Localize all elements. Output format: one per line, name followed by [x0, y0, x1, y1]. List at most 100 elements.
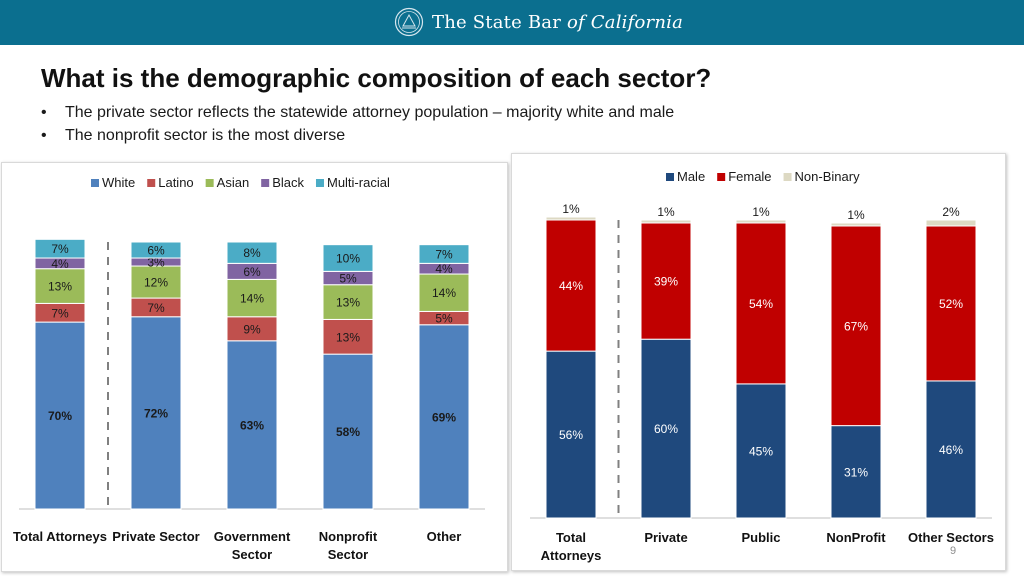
- brand-name: The State Bar of California: [432, 12, 683, 33]
- bar-segment-multi-racial: [226, 241, 278, 264]
- legend-label-asian: Asian: [217, 175, 250, 190]
- data-label: 1%: [657, 205, 675, 219]
- data-label: 54%: [749, 297, 773, 311]
- data-label: 8%: [243, 246, 261, 260]
- bar-segment-male: [735, 383, 787, 519]
- legend-swatch-multi-racial: [315, 179, 324, 187]
- data-label: 44%: [559, 279, 583, 293]
- data-label: 14%: [432, 286, 456, 300]
- legend-label-female: Female: [728, 169, 771, 184]
- data-label: 7%: [51, 306, 69, 320]
- bar-segment-female: [830, 225, 882, 427]
- race-ethnicity-chart: White Latino Asian Black Multi-racial 70% 7% 13…: [13, 175, 485, 562]
- bar-segment-non-binary: [735, 219, 787, 224]
- data-label: 2%: [942, 205, 960, 219]
- data-label: 45%: [749, 444, 773, 458]
- data-label: 69%: [432, 410, 456, 424]
- data-label: 1%: [752, 205, 770, 219]
- legend-swatch-black: [261, 179, 270, 187]
- bullet-item: The nonprofit sector is the most diverse: [41, 124, 674, 147]
- bullet-list: The private sector reflects the statewid…: [41, 101, 674, 147]
- data-label: 3%: [147, 256, 165, 270]
- data-label: 6%: [147, 244, 165, 258]
- legend-label-white: White: [102, 175, 135, 190]
- legend-label-male: Male: [677, 169, 705, 184]
- data-label: 14%: [240, 292, 264, 306]
- brand-logo[interactable]: The State Bar of California: [394, 6, 683, 38]
- category-label: Other: [427, 529, 462, 544]
- category-label: Total Attorneys: [13, 529, 107, 544]
- data-label: 31%: [844, 465, 868, 479]
- data-label: 70%: [48, 409, 72, 423]
- data-label: 60%: [654, 422, 678, 436]
- data-label: 5%: [435, 312, 453, 326]
- bar-segment-multi-racial: [418, 244, 470, 264]
- bar-segment-male: [925, 380, 977, 519]
- header-bar: The State Bar of California: [0, 0, 1024, 45]
- page-number: 9: [950, 545, 957, 557]
- data-label: 56%: [559, 428, 583, 442]
- bar-segment-non-binary: [925, 219, 977, 227]
- data-label: 39%: [654, 275, 678, 289]
- legend-label-multi-racial: Multi-racial: [327, 175, 390, 190]
- bar-segment-asian: [322, 284, 374, 320]
- bullet-item: The private sector reflects the statewid…: [41, 101, 674, 124]
- bar-segment-male: [545, 350, 597, 519]
- bar-segment-multi-racial: [34, 238, 86, 259]
- data-label: 4%: [435, 262, 453, 276]
- data-label: 4%: [51, 257, 69, 271]
- data-label: 6%: [243, 265, 261, 279]
- bar-segment-non-binary: [640, 219, 692, 224]
- bar-segment-asian: [130, 265, 182, 299]
- chart-legend: Male Female Non-Binary: [666, 169, 860, 184]
- data-label: 12%: [144, 276, 168, 290]
- bar-segment-female: [640, 222, 692, 340]
- category-label: Public: [741, 530, 780, 545]
- category-label: Total: [556, 530, 586, 545]
- data-label: 13%: [336, 330, 360, 344]
- data-label: 67%: [844, 319, 868, 333]
- bar-segment-asian: [226, 278, 278, 318]
- bar-segment-white: [130, 316, 182, 510]
- category-label: Other Sectors: [908, 530, 994, 545]
- gender-chart-panel: Male Female Non-Binary 56% 44% 1% Total Attorne…: [511, 153, 1006, 571]
- data-label: 5%: [339, 272, 357, 286]
- bar-segment-male: [830, 425, 882, 519]
- gender-chart: Male Female Non-Binary 56% 44% 1% Total Attorne…: [530, 169, 994, 563]
- bar-segment-white: [322, 353, 374, 510]
- data-label: 1%: [847, 208, 865, 222]
- data-label: 9%: [243, 322, 261, 336]
- bar-segment-white: [34, 321, 86, 510]
- legend-label-latino: Latino: [158, 175, 193, 190]
- legend-label-non-binary: Non-Binary: [795, 169, 861, 184]
- category-label: Attorneys: [541, 548, 602, 563]
- category-label: Sector: [232, 547, 272, 562]
- category-label: Private: [644, 530, 687, 545]
- bar-segment-multi-racial: [130, 241, 182, 259]
- legend-swatch-non-binary: [783, 173, 792, 181]
- data-label: 52%: [939, 297, 963, 311]
- legend-swatch-latino: [147, 179, 156, 187]
- data-label: 13%: [48, 280, 72, 294]
- data-label: 58%: [336, 425, 360, 439]
- data-label: 63%: [240, 418, 264, 432]
- bar-segment-white: [418, 324, 470, 510]
- category-label: Private Sector: [112, 529, 199, 544]
- legend-swatch-white: [91, 179, 99, 187]
- bar-segment-non-binary: [545, 216, 597, 221]
- data-label: 1%: [562, 202, 580, 216]
- category-label: Nonprofit: [319, 529, 378, 544]
- bar-segment-asian: [34, 268, 86, 304]
- bar-segment-female: [925, 225, 977, 382]
- race-chart-panel: White Latino Asian Black Multi-racial 70% 7% 13…: [1, 162, 508, 572]
- legend-swatch-asian: [205, 179, 214, 187]
- chart-legend: White Latino Asian Black Multi-racial: [91, 175, 390, 190]
- data-label: 7%: [435, 248, 453, 262]
- data-label: 7%: [147, 301, 165, 315]
- state-bar-seal-icon: [394, 7, 424, 37]
- bar-segment-asian: [418, 273, 470, 312]
- data-label: 10%: [336, 252, 360, 266]
- brand-prefix: The State Bar: [432, 11, 562, 33]
- data-label: 46%: [939, 443, 963, 457]
- legend-label-black: Black: [272, 175, 304, 190]
